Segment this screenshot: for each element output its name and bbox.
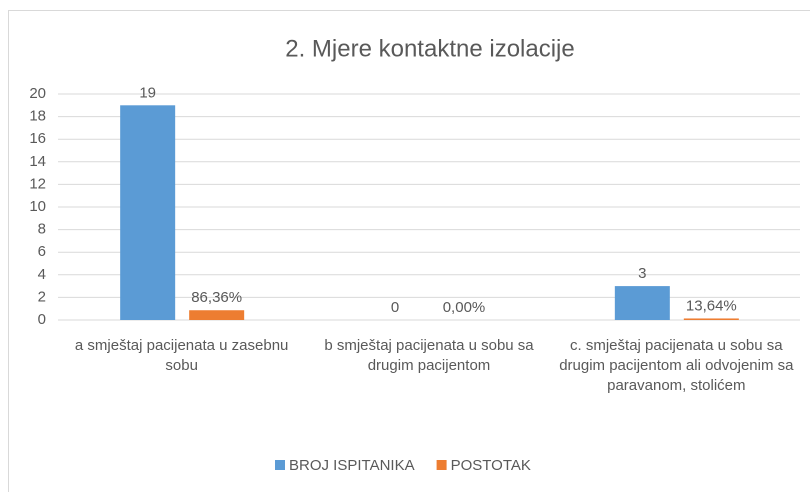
y-tick-label: 14 — [29, 153, 46, 170]
chart-title: 2. Mjere kontaktne izolacije — [285, 35, 574, 62]
y-tick-label: 0 — [38, 311, 46, 328]
data-label: 19 — [139, 84, 156, 101]
y-tick-label: 8 — [38, 221, 46, 238]
data-label: 86,36% — [191, 289, 242, 306]
legend-label: BROJ ISPITANIKA — [289, 457, 415, 474]
x-tick-label: c. smještaj pacijenata u sobu sa drugim … — [559, 337, 794, 394]
y-tick-label: 12 — [29, 175, 46, 192]
x-tick-label: a smještaj pacijenata u zasebnu sobu — [74, 337, 289, 374]
legend-label: POSTOTAK — [451, 457, 531, 474]
legend-swatch — [436, 460, 447, 470]
data-label: 0 — [391, 299, 399, 316]
y-tick-label: 6 — [38, 243, 46, 260]
bar — [189, 310, 245, 320]
y-tick-label: 4 — [38, 266, 46, 283]
y-tick-label: 10 — [29, 198, 46, 215]
y-tick-label: 16 — [29, 130, 46, 147]
x-tick-label: b smještaj pacijenata u sobu sa drugim p… — [324, 337, 534, 374]
legend-swatch — [275, 460, 285, 470]
y-tick-label: 2 — [38, 288, 46, 305]
data-label: 0,00% — [443, 299, 486, 316]
data-label: 3 — [638, 265, 646, 282]
bar — [614, 286, 670, 320]
bar — [683, 318, 739, 320]
bar — [120, 105, 176, 320]
y-tick-label: 20 — [29, 85, 46, 102]
data-label: 13,64% — [686, 297, 737, 314]
y-tick-label: 18 — [29, 108, 46, 125]
